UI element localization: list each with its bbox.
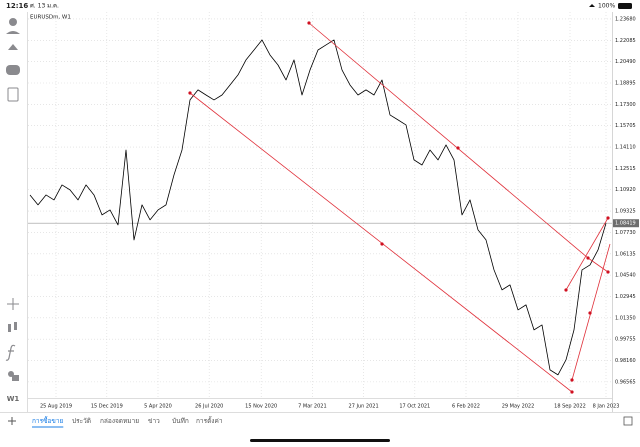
tab[interactable]: กล่องจดหมาย: [100, 417, 139, 425]
y-tick-label: 0.98160: [615, 358, 636, 364]
y-tick-label: 1.18895: [615, 81, 636, 87]
trendline: [587, 257, 609, 273]
indicator-icon[interactable]: [5, 344, 16, 361]
status-battery: 100%: [598, 3, 615, 10]
status-date: ศ. 13 ม.ค.: [30, 3, 59, 10]
candles-icon[interactable]: [8, 324, 11, 332]
anchor-dot: [307, 21, 311, 25]
tab[interactable]: ข่าว: [148, 417, 160, 425]
battery-icon: [618, 3, 632, 9]
anchor-dot: [564, 288, 568, 292]
y-tick-label: 1.17300: [615, 102, 636, 108]
timeframe-button[interactable]: W1: [7, 395, 20, 403]
x-tick-label: 29 May 2022: [502, 404, 535, 410]
x-tick-label: 5 Apr 2020: [144, 404, 172, 410]
tab[interactable]: การซื้อขาย: [32, 416, 63, 425]
x-tick-label: 8 Jan 2023: [593, 404, 620, 410]
y-tick-label: 1.01350: [615, 315, 636, 321]
x-tick-label: 26 Jul 2020: [195, 404, 223, 410]
tab[interactable]: ประวัติ: [72, 417, 91, 425]
anchor-dot: [570, 378, 574, 382]
chart-title: EURUSDm, W1: [30, 15, 71, 21]
price-chart: EURUSDm, W1 1.23680 1.22085 1.20490 1.18895…: [28, 12, 639, 412]
y-tick-label: 1.09325: [615, 209, 636, 215]
tab[interactable]: การตั้งค่า: [196, 416, 223, 425]
anchor-dot: [456, 146, 460, 150]
x-tick-label: 25 Aug 2019: [40, 404, 72, 410]
y-tick-label: 1.22085: [615, 38, 636, 44]
x-tick-label: 15 Dec 2019: [91, 404, 123, 410]
current-price-label: 1.08419: [615, 221, 636, 227]
anchor-dot: [586, 256, 590, 260]
x-tick-label: 15 Nov 2020: [245, 404, 277, 410]
tab-bar: การซื้อขาย ประวัติ กล่องจดหมาย ข่าว บันทึก กา…: [32, 416, 223, 428]
anchor-dot: [188, 91, 192, 95]
doc-icon[interactable]: [7, 87, 19, 102]
trendline: [189, 92, 573, 393]
anchor-dot: [606, 216, 610, 220]
chat-icon[interactable]: [6, 65, 20, 75]
y-tick-label: 1.15705: [615, 123, 636, 129]
wifi-icon: [589, 4, 595, 7]
account-icon-body[interactable]: [6, 31, 20, 34]
trendline: [565, 217, 609, 291]
tab[interactable]: บันทึก: [172, 417, 189, 425]
layout-button[interactable]: [623, 416, 633, 426]
anchor-dot: [588, 311, 592, 315]
y-tick-label: 1.12515: [615, 166, 636, 172]
x-tick-label: 18 Sep 2022: [554, 404, 586, 410]
add-button[interactable]: [8, 417, 16, 425]
y-tick-label: 0.99755: [615, 337, 636, 343]
x-tick-label: 6 Feb 2022: [452, 404, 480, 410]
trendline: [308, 22, 589, 259]
anchor-dot: [380, 242, 384, 246]
y-tick-label: 1.07730: [615, 230, 636, 236]
crosshair-icon[interactable]: [7, 298, 19, 310]
account-icon[interactable]: [9, 18, 17, 26]
trendlines: [188, 21, 611, 394]
y-tick-label: 1.14110: [615, 145, 636, 151]
status-time: 12:16: [6, 2, 28, 10]
y-tick-label: 1.23680: [615, 16, 636, 22]
y-tick-label: 1.02945: [615, 294, 636, 300]
objects-icon-2[interactable]: [12, 375, 19, 381]
x-tick-label: 7 Mar 2021: [298, 404, 327, 410]
trade-icon[interactable]: [8, 44, 18, 50]
home-indicator: [250, 439, 390, 442]
x-tick-label: 27 Jun 2021: [349, 404, 379, 410]
y-tick-label: 1.06135: [615, 251, 636, 257]
current-price-box: [613, 219, 639, 228]
y-tick-label: 0.96565: [615, 379, 636, 385]
x-tick-label: 17 Oct 2021: [399, 404, 430, 410]
anchor-dot: [606, 270, 610, 274]
y-tick-label: 1.10920: [615, 187, 636, 193]
price-line: [29, 39, 607, 376]
y-tick-label: 1.20490: [615, 59, 636, 65]
anchor-dot: [570, 390, 574, 394]
candles-icon-2[interactable]: [14, 322, 17, 330]
y-tick-label: 1.04540: [615, 273, 636, 279]
